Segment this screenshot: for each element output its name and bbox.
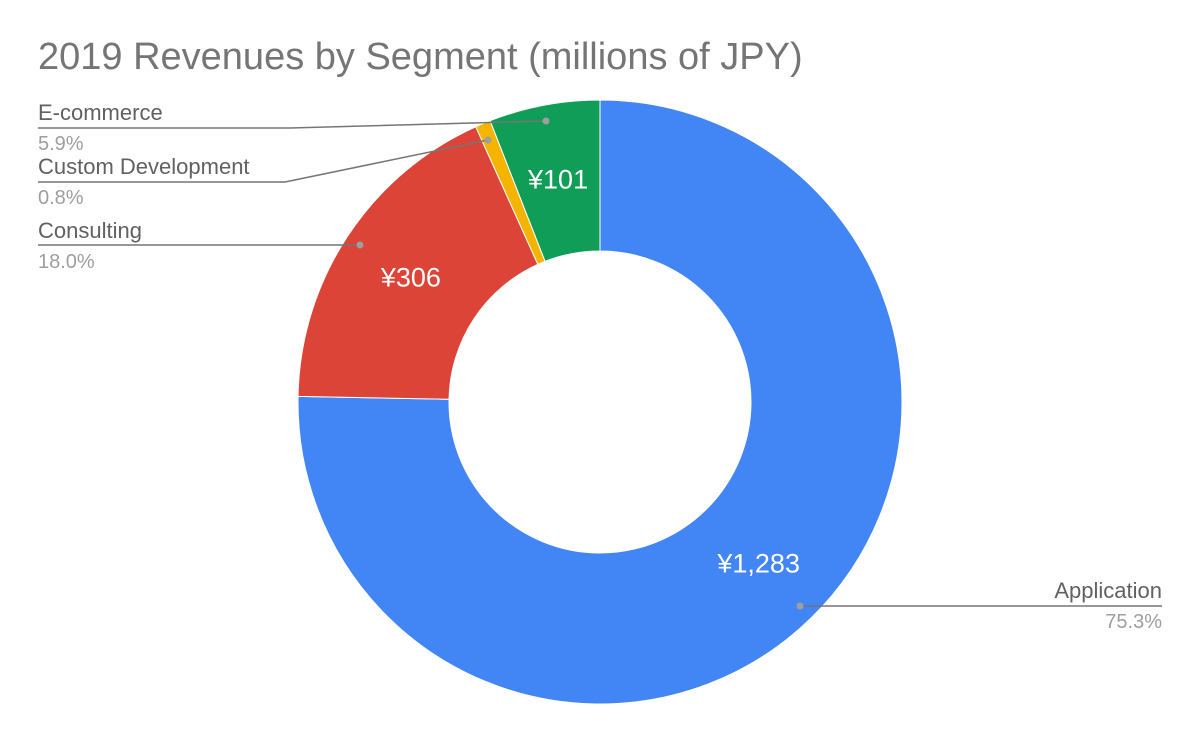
- legend-percent-application: 75.3%: [1105, 611, 1162, 633]
- legend-percent-consulting: 18.0%: [38, 251, 95, 273]
- leader-dot-e-commerce: [542, 117, 550, 125]
- legend-name-custom-development: Custom Development: [38, 154, 250, 179]
- legend-group: Application 75.3% Consulting 18.0% Custom De…: [38, 100, 1162, 633]
- legend-name-e-commerce: E-commerce: [38, 100, 163, 125]
- leader-dot-application: [796, 602, 804, 610]
- slice-consulting: [297, 126, 539, 400]
- legend-name-consulting: Consulting: [38, 218, 142, 243]
- leader-line-e-commerce: [38, 120, 547, 129]
- value-label-consulting: ¥306: [380, 262, 441, 292]
- value-labels-group: ¥1,283 ¥306 ¥101: [380, 164, 800, 578]
- leader-dot-custom-development: [484, 136, 492, 144]
- slice-e-commerce: [489, 99, 601, 262]
- legend-name-application: Application: [1054, 578, 1162, 603]
- chart-title: 2019 Revenues by Segment (millions of JP…: [38, 36, 803, 78]
- leader-dot-consulting: [356, 241, 364, 249]
- slices-group: [297, 99, 903, 705]
- value-label-e-commerce: ¥101: [527, 164, 588, 194]
- legend-percent-custom-development: 0.8%: [38, 187, 84, 209]
- leader-line-custom-development: [38, 139, 489, 183]
- slice-application: [297, 99, 903, 705]
- legend-percent-e-commerce: 5.9%: [38, 133, 84, 155]
- value-label-application: ¥1,283: [716, 549, 800, 579]
